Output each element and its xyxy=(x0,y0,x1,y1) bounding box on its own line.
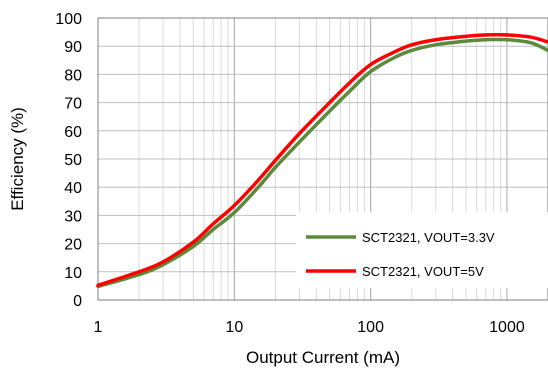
x-axis-title: Output Current (mA) xyxy=(246,348,400,367)
y-tick-label: 0 xyxy=(73,293,82,310)
y-tick-label: 50 xyxy=(64,152,82,169)
y-tick-label: 80 xyxy=(64,67,82,84)
x-axis-tick-labels: 1 10 100 1000 xyxy=(94,319,525,336)
legend: SCT2321, VOUT=3.3V SCT2321, VOUT=5V xyxy=(296,212,548,288)
legend-entries: SCT2321, VOUT=3.3V SCT2321, VOUT=5V xyxy=(306,230,495,279)
x-tick-label: 1 xyxy=(94,319,103,336)
y-tick-label: 90 xyxy=(64,39,82,56)
y-tick-label: 60 xyxy=(64,124,82,141)
y-axis-title: Efficiency (%) xyxy=(8,107,27,211)
legend-label-1: SCT2321, VOUT=5V xyxy=(362,264,484,279)
y-axis-tick-labels: 0 10 20 30 40 50 60 70 80 90 100 xyxy=(55,11,82,310)
x-tick-label: 10 xyxy=(225,319,243,336)
y-tick-label: 100 xyxy=(55,11,82,28)
series-line-0 xyxy=(96,37,548,289)
series-line-1 xyxy=(96,32,548,288)
y-tick-label: 70 xyxy=(64,96,82,113)
y-tick-label: 20 xyxy=(64,237,82,254)
series-lines xyxy=(96,32,548,289)
y-tick-label: 40 xyxy=(64,180,82,197)
legend-label-0: SCT2321, VOUT=3.3V xyxy=(362,230,495,245)
y-tick-label: 10 xyxy=(64,265,82,282)
x-tick-label: 100 xyxy=(357,319,384,336)
plot-area-frame xyxy=(97,17,548,301)
y-tick-label: 30 xyxy=(64,208,82,225)
legend-box xyxy=(296,212,548,288)
x-tick-label: 1000 xyxy=(489,319,525,336)
